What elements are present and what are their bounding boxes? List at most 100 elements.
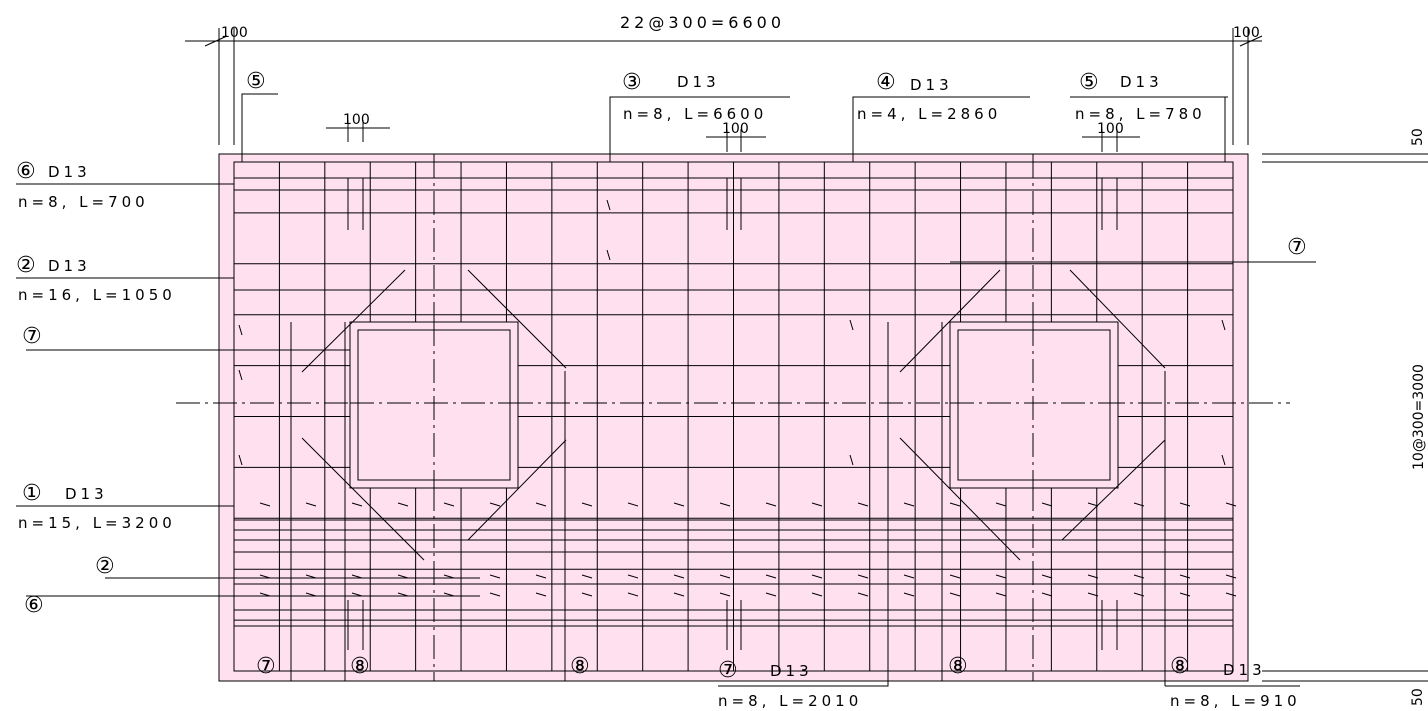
bar-tick <box>1225 574 1237 579</box>
bar-2-spec: D13 <box>48 257 91 275</box>
bar-tick <box>238 324 243 336</box>
bar-tick <box>903 502 915 507</box>
bar-tick <box>489 592 501 597</box>
bar-tick <box>811 574 823 579</box>
bar-2-mark: ② <box>16 253 36 278</box>
bar-tick <box>581 502 593 507</box>
bar-tick <box>857 574 869 579</box>
spacing-dim-1 <box>326 120 390 142</box>
bar-tick <box>949 502 961 507</box>
bar-5-spec: D13 <box>1120 73 1163 91</box>
bar-tick <box>903 574 915 579</box>
bar-end-ticks <box>238 199 1237 597</box>
edge-dim-top-right: 100 <box>1233 25 1260 41</box>
bar-tick <box>489 574 501 579</box>
side-dimension-text: 10@300=3000 <box>1411 364 1427 470</box>
edge-dim-right-top: 50 <box>1410 128 1426 146</box>
bar-tick <box>489 502 501 507</box>
spacing-dim-1-text: 100 <box>343 112 370 128</box>
diagonal-bar <box>467 269 567 369</box>
bar-tick <box>765 592 777 597</box>
bar-tick <box>673 592 685 597</box>
bar-2-mark-lower: ② <box>95 554 115 579</box>
bar-tick <box>1225 502 1237 507</box>
bar-tick <box>606 249 611 261</box>
bar-tick <box>1087 574 1099 579</box>
bar-tick <box>719 574 731 579</box>
spacing-dim-3-text: 100 <box>1097 121 1124 137</box>
bar-tick <box>1221 454 1226 466</box>
bar-tick <box>673 502 685 507</box>
spacing-dim-2-text: 100 <box>722 121 749 137</box>
bar-tick <box>627 502 639 507</box>
bar-3-spec: D13 <box>677 73 720 91</box>
bar-tick <box>443 502 455 507</box>
bar-2-qty: n=16, L=1050 <box>18 286 176 304</box>
bar-tick <box>1179 574 1191 579</box>
bar-tick <box>305 502 317 507</box>
bar-1-spec: D13 <box>65 485 108 503</box>
bar-tick <box>719 502 731 507</box>
bar-8-mark-3: ⑧ <box>948 654 968 679</box>
bar-tick <box>535 502 547 507</box>
bar-7-spec: D13 <box>770 662 813 680</box>
bar-tick <box>949 574 961 579</box>
bar-7-mark-left: ⑦ <box>22 324 42 349</box>
diagonal-bar <box>1061 439 1166 541</box>
bar-8-spec: D13 <box>1223 661 1266 679</box>
bar-6-mark-lower: ⑥ <box>24 593 44 618</box>
bar-tick <box>1087 502 1099 507</box>
bar-tick <box>811 592 823 597</box>
bar-7-mark-right: ⑦ <box>1287 235 1307 260</box>
bar-tick <box>1225 592 1237 597</box>
bar-7-mark-bottom: ⑦ <box>718 658 738 683</box>
spacing-dim-3 <box>1082 129 1140 152</box>
bar-1-qty: n=15, L=3200 <box>18 514 176 532</box>
bar-tick <box>397 502 409 507</box>
spacing-dim-2 <box>706 129 766 152</box>
bar-tick <box>627 574 639 579</box>
bar-tick <box>765 574 777 579</box>
diagonal-bar <box>301 269 406 373</box>
bar-tick <box>995 592 1007 597</box>
bar-7-qty: n=8, L=2010 <box>718 692 862 710</box>
bar-6-spec: D13 <box>48 163 91 181</box>
bar-tick <box>1041 502 1053 507</box>
bar-tick <box>949 592 961 597</box>
bar-8-mark-4: ⑧ <box>1170 654 1190 679</box>
bar-tick <box>535 592 547 597</box>
diagonal-bar <box>1069 269 1166 369</box>
side-dimension <box>1262 153 1428 682</box>
bar-4-qty: n=4, L=2860 <box>857 105 1001 123</box>
edge-dim-right-bottom: 50 <box>1410 688 1426 706</box>
diagonal-bar <box>899 437 1021 561</box>
bar-tick <box>1221 319 1226 331</box>
bar-5-mark: ⑤ <box>1079 70 1099 95</box>
bar-tick <box>849 319 854 331</box>
bar-tick <box>1087 592 1099 597</box>
bar-8-mark-1: ⑧ <box>350 654 370 679</box>
bar-1-mark: ① <box>22 481 42 506</box>
bar-tick <box>1179 592 1191 597</box>
bar-tick <box>857 502 869 507</box>
column-openings <box>301 269 1166 561</box>
bar-tick <box>581 592 593 597</box>
label-leaders <box>16 93 1316 687</box>
bar-tick <box>1133 592 1145 597</box>
diagonal-bar <box>301 437 425 561</box>
bar-tick <box>1179 502 1191 507</box>
bar-tick <box>259 502 271 507</box>
bar-tick <box>535 574 547 579</box>
bar-tick <box>995 502 1007 507</box>
bar-6-mark: ⑥ <box>16 159 36 184</box>
bar-tick <box>1041 574 1053 579</box>
bar-tick <box>627 592 639 597</box>
bar-3-mark: ③ <box>622 70 642 95</box>
edge-dim-top-left: 100 <box>221 25 248 41</box>
bar-tick <box>238 454 243 466</box>
bar-tick <box>581 574 593 579</box>
bar-7-mark-bottom-left: ⑦ <box>256 654 276 679</box>
bar-tick <box>903 592 915 597</box>
bar-tick <box>351 502 363 507</box>
